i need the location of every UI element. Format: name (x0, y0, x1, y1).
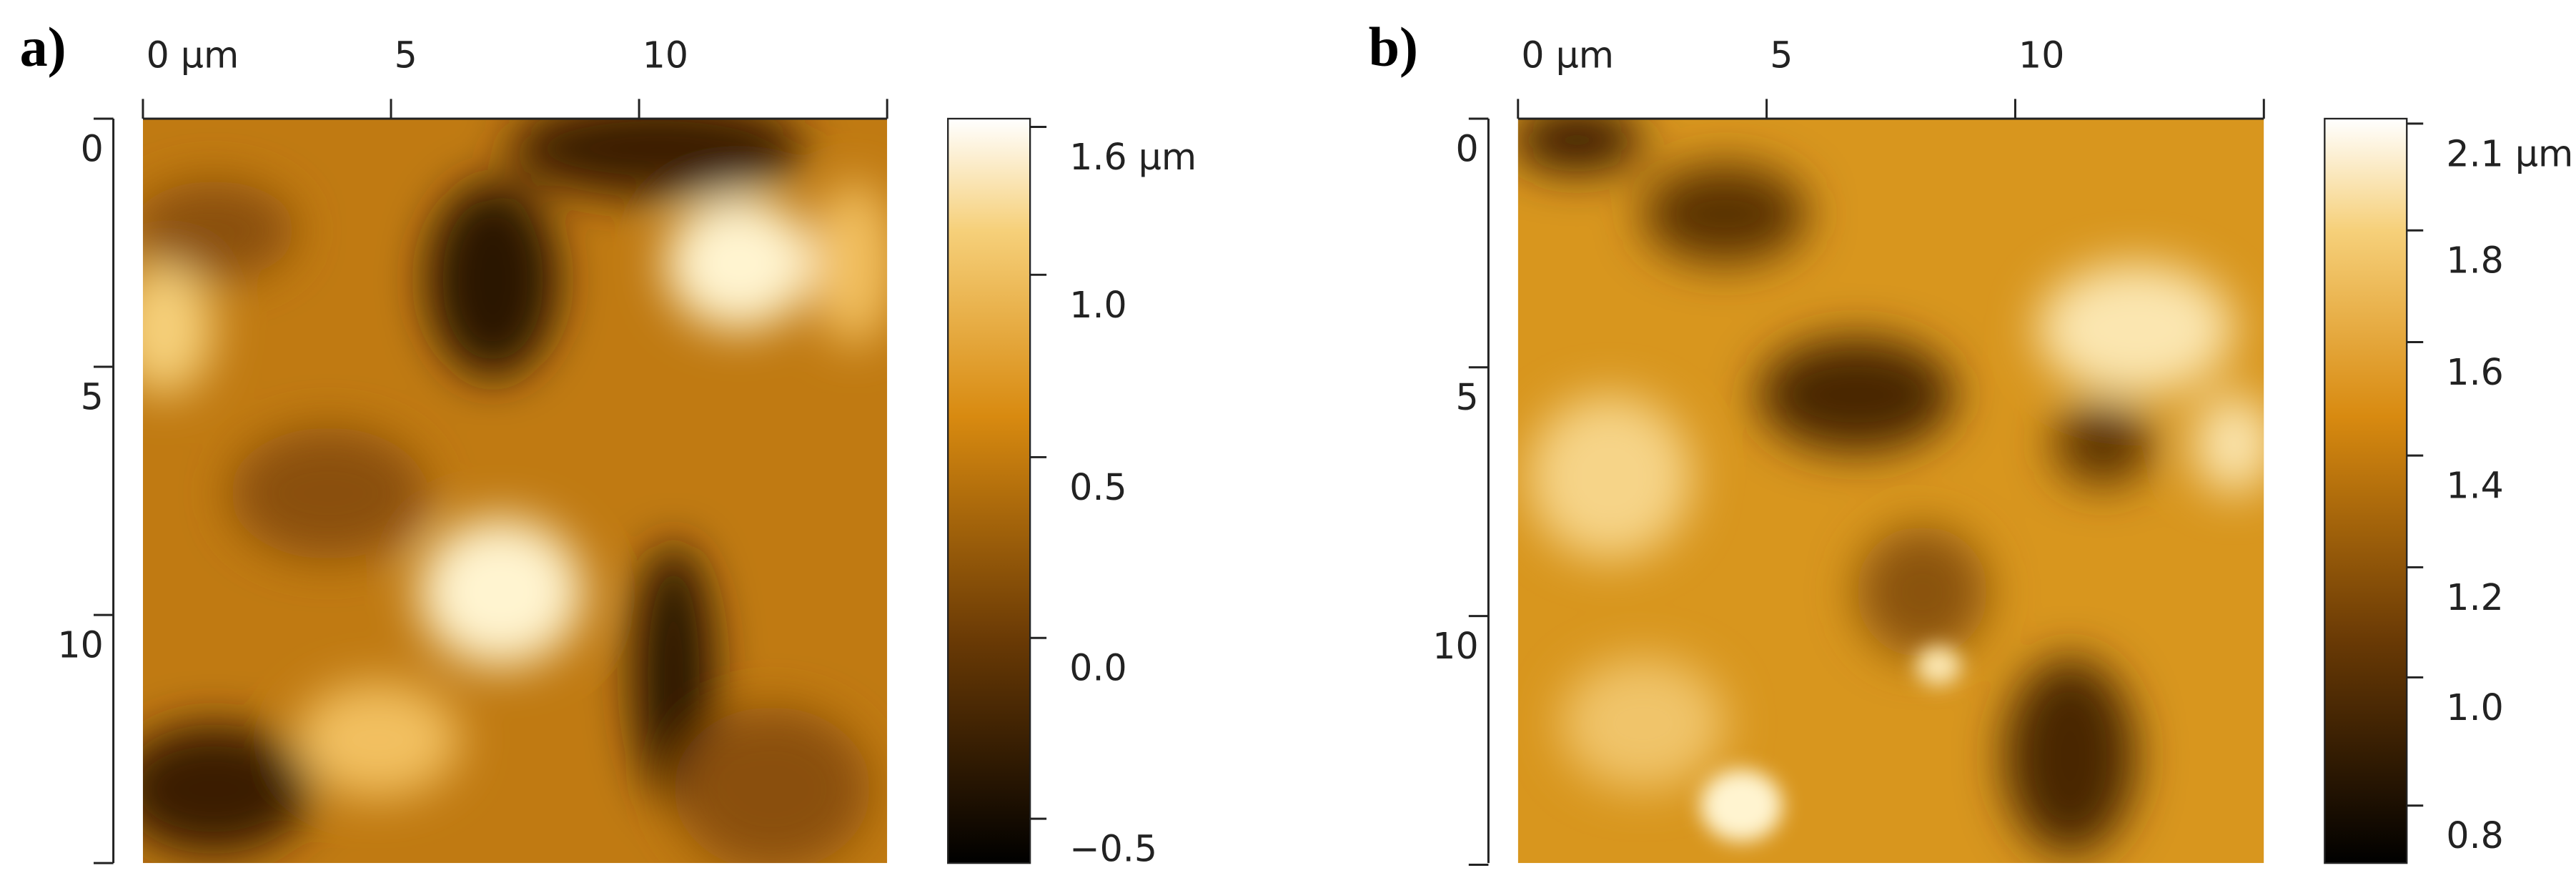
colorbar-tick-label: 1.0 (1069, 284, 1126, 326)
colorbar-tick-label: −0.5 (1069, 828, 1157, 870)
colorbar-tick-label: 1.0 (2446, 686, 2503, 729)
colorbar-a (947, 117, 1031, 864)
colorbar-tick-label: 1.2 (2446, 576, 2503, 618)
colorbar-tick-label: 1.6 (2446, 351, 2503, 393)
x-tick-label: 0 µm (1521, 34, 1614, 76)
x-tick-label: 5 (1770, 34, 1793, 76)
colorbar-tick-label: 0.0 (1069, 647, 1126, 689)
x-tick-label: 5 (395, 34, 417, 76)
colorbar-tick-label: 1.8 (2446, 240, 2503, 282)
colorbar-tick-label: 0.5 (1069, 466, 1126, 508)
colorbar-tick-label: 1.6 µm (1069, 136, 1197, 178)
y-tick-label: 0 (81, 127, 104, 169)
colorbar-tick-label: 0.8 (2446, 814, 2503, 857)
panel-label: a) (20, 16, 66, 78)
afm-image-b (1517, 118, 2264, 864)
colorbar-tick-label: 2.1 µm (2446, 132, 2573, 174)
afm-image-a (142, 118, 888, 864)
y-tick-label: 5 (1455, 376, 1478, 418)
y-tick-label: 5 (81, 375, 104, 418)
colorbar-b (2324, 117, 2408, 864)
colorbar-tick-label: 1.4 (2446, 465, 2503, 507)
y-tick-label: 0 (1455, 127, 1478, 169)
y-tick-label: 10 (57, 624, 103, 666)
x-tick-label: 0 µm (147, 34, 239, 76)
panel-label: b) (1369, 16, 1418, 78)
x-tick-label: 10 (2018, 34, 2064, 76)
x-tick-label: 10 (643, 34, 688, 76)
y-tick-label: 10 (1432, 625, 1478, 667)
